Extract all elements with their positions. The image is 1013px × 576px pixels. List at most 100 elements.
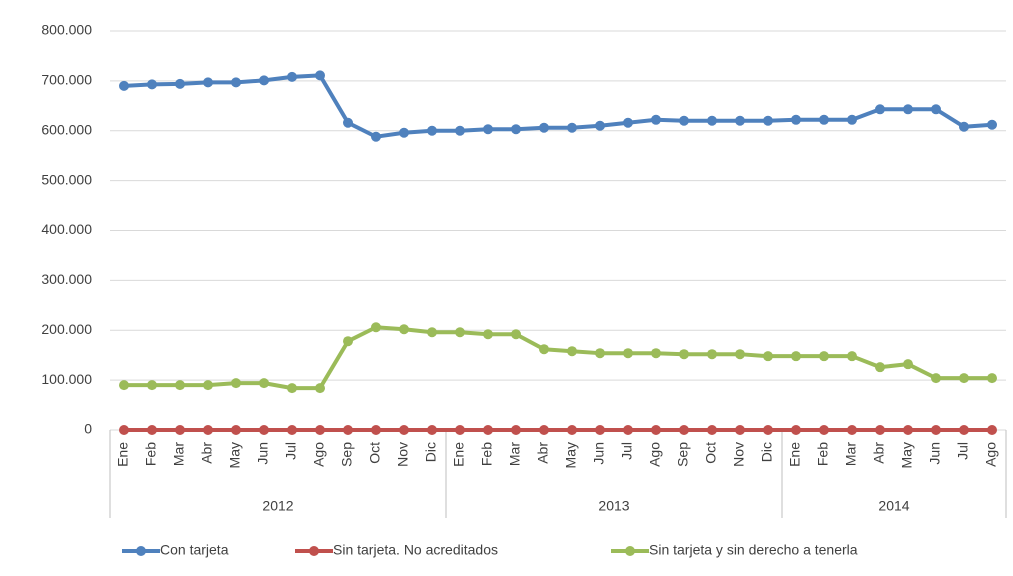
point	[987, 425, 997, 435]
point	[119, 425, 129, 435]
point	[399, 324, 409, 334]
point	[623, 118, 633, 128]
y-tick-label: 600.000	[41, 121, 92, 137]
point	[987, 120, 997, 130]
x-tick-label: Jun	[591, 442, 607, 465]
x-tick-label: Abr	[871, 442, 887, 464]
point	[903, 359, 913, 369]
point	[847, 115, 857, 125]
point	[735, 116, 745, 126]
legend-label: Con tarjeta	[160, 542, 229, 558]
x-tick-label: Ene	[451, 442, 467, 467]
point	[511, 329, 521, 339]
x-tick-label: Ago	[647, 442, 663, 467]
point	[595, 425, 605, 435]
y-tick-label: 100.000	[41, 371, 92, 387]
point	[539, 123, 549, 133]
point	[651, 425, 661, 435]
series-line	[124, 327, 992, 388]
x-tick-label: Ago	[311, 442, 327, 467]
x-tick-label: May	[899, 442, 915, 468]
point	[875, 425, 885, 435]
point	[791, 425, 801, 435]
point	[259, 75, 269, 85]
point	[147, 425, 157, 435]
x-tick-label: Dic	[759, 442, 775, 462]
point	[427, 126, 437, 136]
point	[875, 362, 885, 372]
legend-marker	[309, 546, 319, 556]
x-tick-label: Oct	[367, 442, 383, 464]
chart: 0100.000200.000300.000400.000500.000600.…	[0, 0, 1013, 576]
point	[147, 380, 157, 390]
legend-marker	[625, 546, 635, 556]
x-tick-label: Nov	[731, 442, 747, 467]
point	[763, 116, 773, 126]
point	[651, 348, 661, 358]
y-tick-label: 500.000	[41, 171, 92, 187]
point	[707, 425, 717, 435]
point	[679, 349, 689, 359]
point	[987, 373, 997, 383]
point	[903, 425, 913, 435]
point	[315, 425, 325, 435]
x-tick-label: Feb	[815, 442, 831, 466]
point	[539, 344, 549, 354]
point	[455, 327, 465, 337]
x-tick-label: Abr	[535, 442, 551, 464]
x-tick-label: Sep	[675, 442, 691, 467]
point	[343, 118, 353, 128]
x-tick-label: Nov	[395, 442, 411, 467]
point	[791, 115, 801, 125]
x-tick-label: Jul	[619, 442, 635, 460]
x-tick-label: Oct	[703, 442, 719, 464]
group-label: 2014	[878, 498, 909, 514]
point	[175, 79, 185, 89]
point	[119, 81, 129, 91]
point	[763, 351, 773, 361]
point	[343, 336, 353, 346]
x-tick-label: Sep	[339, 442, 355, 467]
point	[763, 425, 773, 435]
point	[595, 348, 605, 358]
x-tick-label: Jul	[955, 442, 971, 460]
point	[371, 425, 381, 435]
point	[539, 425, 549, 435]
x-tick-label: May	[563, 442, 579, 468]
point	[735, 425, 745, 435]
point	[959, 425, 969, 435]
point	[203, 425, 213, 435]
point	[315, 383, 325, 393]
point	[259, 378, 269, 388]
point	[931, 373, 941, 383]
point	[371, 132, 381, 142]
x-tick-label: Feb	[143, 442, 159, 466]
point	[203, 380, 213, 390]
y-tick-label: 200.000	[41, 321, 92, 337]
legend-label: Sin tarjeta y sin derecho a tenerla	[649, 542, 858, 558]
point	[511, 124, 521, 134]
y-tick-label: 700.000	[41, 72, 92, 88]
point	[399, 128, 409, 138]
group-label: 2013	[598, 498, 629, 514]
x-tick-label: Jun	[927, 442, 943, 465]
point	[847, 351, 857, 361]
x-tick-label: Mar	[507, 442, 523, 466]
point	[287, 425, 297, 435]
point	[931, 104, 941, 114]
series-line	[124, 75, 992, 136]
point	[931, 425, 941, 435]
point	[399, 425, 409, 435]
point	[707, 116, 717, 126]
x-tick-label: Jul	[283, 442, 299, 460]
point	[147, 79, 157, 89]
point	[511, 425, 521, 435]
point	[679, 425, 689, 435]
legend-label: Sin tarjeta. No acreditados	[333, 542, 498, 558]
point	[567, 123, 577, 133]
point	[483, 124, 493, 134]
point	[119, 380, 129, 390]
y-tick-label: 0	[84, 421, 92, 437]
point	[231, 425, 241, 435]
y-tick-label: 800.000	[41, 22, 92, 38]
